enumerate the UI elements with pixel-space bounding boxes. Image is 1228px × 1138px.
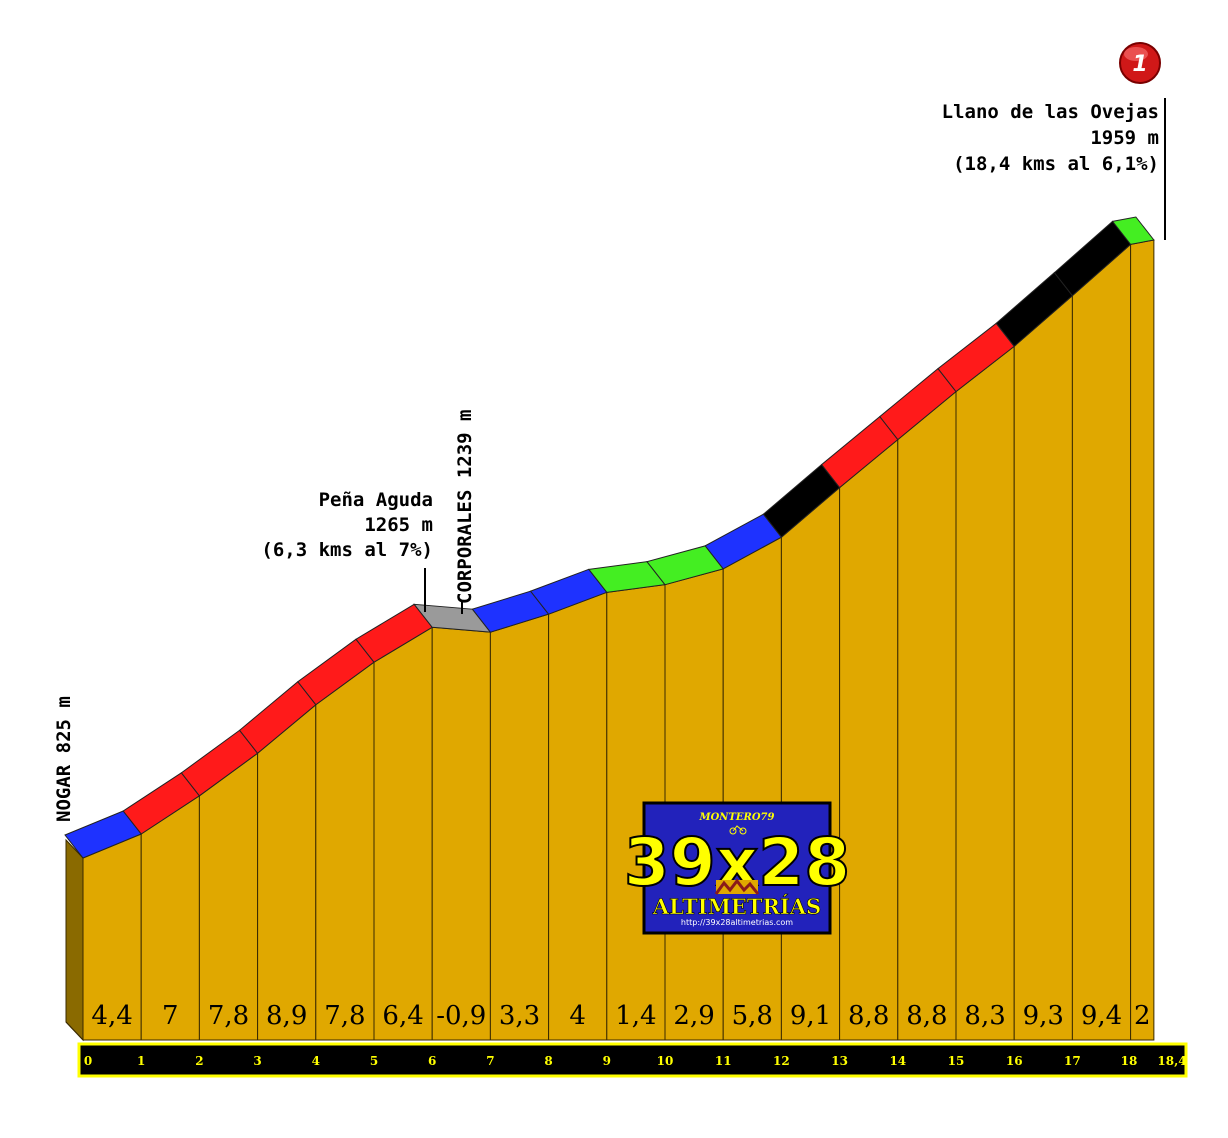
- distance-tick-label: 18,4: [1157, 1054, 1186, 1068]
- distance-tick-label: 4: [312, 1054, 320, 1068]
- gradient-label: 4: [569, 1001, 586, 1031]
- summit-annotation: Llano de las Ovejas 1959 m (18,4 kms al …: [942, 98, 1166, 240]
- profile-base-edge: [65, 1021, 84, 1041]
- bicycle-icon: [729, 825, 747, 835]
- distance-tick-label: 17: [1064, 1054, 1081, 1068]
- gradient-label: 7: [162, 1001, 179, 1031]
- distance-tick-label: 8: [544, 1054, 552, 1068]
- summit-name: Llano de las Ovejas: [942, 101, 1159, 123]
- distance-tick-label: 14: [889, 1054, 906, 1068]
- gradient-label: 4,4: [91, 1001, 132, 1031]
- distance-tick-label: 18: [1121, 1054, 1138, 1068]
- pena-aguda-elevation: 1265 m: [364, 514, 433, 536]
- profile-segment: [431, 626, 491, 1041]
- profile-segment: [548, 591, 608, 1041]
- distance-tick-label: 2: [195, 1054, 203, 1068]
- gradient-label: 1,4: [615, 1001, 656, 1031]
- gradient-label: 2: [1134, 1001, 1151, 1031]
- distance-tick-label: 3: [253, 1054, 261, 1068]
- profile-segment: [780, 486, 841, 1041]
- profile-side-face: [65, 838, 84, 1042]
- distance-tick-label: 11: [715, 1054, 732, 1068]
- distance-tick-labels: 0 1 2 3 4 5 6 7 8 9 10 11 12 13 14 15 16 17 18 18,4: [84, 1054, 1187, 1068]
- distance-tick-label: 12: [773, 1054, 790, 1068]
- gradient-label: -0,9: [436, 1001, 486, 1031]
- gradient-label: 8,3: [964, 1001, 1005, 1031]
- profile-segment: [722, 536, 782, 1041]
- profile-segment: [1071, 243, 1132, 1041]
- gradient-label: 8,9: [266, 1001, 307, 1031]
- pena-aguda-summary: (6,3 kms al 7%): [261, 539, 433, 561]
- distance-tick-label: 15: [948, 1054, 965, 1068]
- gradient-label: 2,9: [673, 1001, 714, 1031]
- gradient-label: 5,8: [732, 1001, 773, 1031]
- distance-tick-label: 10: [657, 1054, 674, 1068]
- logo-name: ALTIMETRÍAS: [652, 894, 821, 919]
- profile-segment: [1130, 239, 1155, 1041]
- pena-aguda-annotation: Peña Aguda 1265 m (6,3 kms al 7%): [261, 489, 433, 612]
- gradient-label: 9,3: [1023, 1001, 1064, 1031]
- profile-segment: [257, 703, 317, 1041]
- distance-tick-label: 6: [428, 1054, 436, 1068]
- gradient-label: 7,8: [324, 1001, 365, 1031]
- gradient-bands: [64, 216, 1155, 859]
- summit-summary: (18,4 kms al 6,1%): [953, 153, 1159, 175]
- distance-tick-label: 1: [137, 1054, 145, 1068]
- profile-segment: [839, 438, 899, 1041]
- profile-segment: [489, 613, 550, 1041]
- profile-segment: [1013, 294, 1073, 1041]
- mountain-icon: [714, 878, 760, 895]
- summit-elevation: 1959 m: [1090, 127, 1159, 149]
- distance-axis: [77, 1042, 1188, 1078]
- summit-marker-icon: 1: [1119, 42, 1161, 84]
- gradient-label: 8,8: [906, 1001, 947, 1031]
- corporales-annotation: CORPORALES 1239 m: [454, 410, 476, 614]
- gradient-labels: 4,4 7 7,8 8,9 7,8 6,4 -0,9 3,3 4 1,4 2,9 5,8 9,1 8,8 8…: [91, 1001, 1150, 1031]
- profile-segment: [897, 390, 957, 1041]
- start-label: NOGAR 825 m: [53, 696, 75, 822]
- pena-aguda-name: Peña Aguda: [319, 489, 433, 511]
- gradient-label: 6,4: [382, 1001, 423, 1031]
- profile-segment: [315, 661, 375, 1041]
- distance-tick-label: 16: [1006, 1054, 1023, 1068]
- distance-tick-label: 13: [831, 1054, 848, 1068]
- gradient-label: 7,8: [208, 1001, 249, 1031]
- profile-segment: [373, 626, 433, 1041]
- gradient-label: 9,4: [1081, 1001, 1122, 1031]
- logo: MONTERO79 39x28 ALTIMETRÍAS http://39x28…: [623, 801, 851, 935]
- gradient-label: 3,3: [499, 1001, 540, 1031]
- distance-tick-label: 5: [370, 1054, 378, 1068]
- logo-author: MONTERO79: [699, 812, 775, 823]
- profile-segment: [198, 752, 259, 1041]
- distance-tick-label: 0: [84, 1054, 92, 1068]
- corporales-label: CORPORALES 1239 m: [454, 410, 476, 604]
- distance-tick-label: 9: [603, 1054, 611, 1068]
- profile-area: [65, 239, 1155, 1042]
- gradient-label: 8,8: [848, 1001, 889, 1031]
- gradient-label: 9,1: [790, 1001, 831, 1031]
- profile-segment: [955, 345, 1015, 1041]
- distance-tick-label: 7: [486, 1054, 494, 1068]
- logo-url: http://39x28altimetrias.com: [681, 918, 793, 927]
- summit-marker-number: 1: [1132, 52, 1147, 77]
- gradient-band: [1111, 216, 1155, 245]
